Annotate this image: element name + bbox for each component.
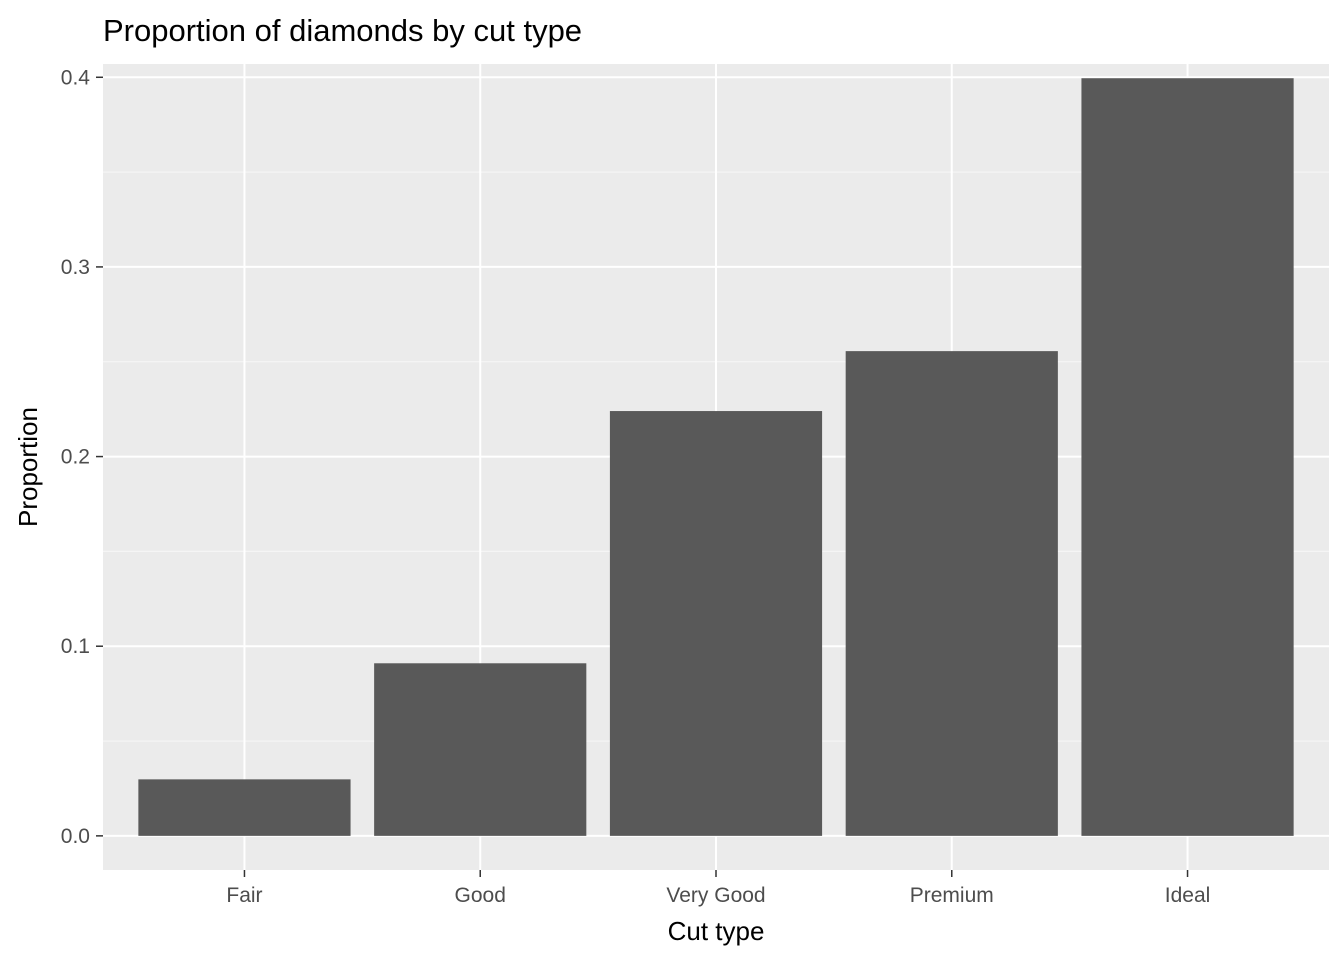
- bar-very-good: [609, 411, 823, 836]
- chart-title: Proportion of diamonds by cut type: [103, 13, 582, 48]
- x-tick-label: Premium: [910, 884, 994, 907]
- y-tick-label: 0.4: [61, 66, 91, 89]
- y-tick-label: 0.3: [61, 256, 90, 279]
- axes: 0.0 0.1 0.2 0.3 0.4 Fair Good Very Good Premium I…: [61, 66, 1211, 907]
- y-tick-label: 0.0: [61, 825, 90, 848]
- x-tick-label: Very Good: [666, 884, 765, 907]
- x-axis-title: Cut type: [668, 916, 765, 946]
- bar-ideal: [1081, 78, 1294, 836]
- x-tick-label: Fair: [226, 884, 262, 907]
- bar-fair: [138, 779, 351, 836]
- y-tick-label: 0.1: [61, 635, 90, 658]
- bar-premium: [845, 351, 1058, 836]
- bar-good: [374, 663, 587, 836]
- x-tick-label: Ideal: [1165, 884, 1211, 907]
- y-tick-label: 0.2: [61, 446, 90, 469]
- y-axis-title: Proportion: [13, 407, 43, 527]
- bars: [138, 78, 1294, 836]
- x-tick-label: Good: [455, 884, 506, 907]
